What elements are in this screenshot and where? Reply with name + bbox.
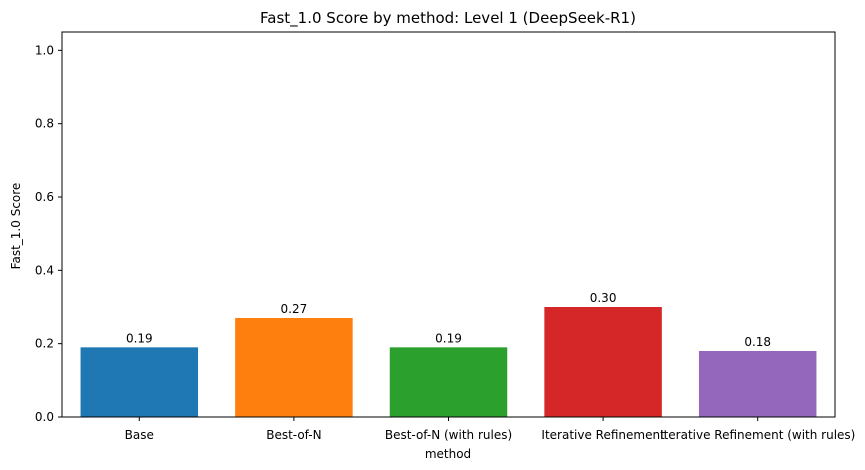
x-tick-label: Iterative Refinement (with rules) (660, 428, 855, 442)
y-tick-label: 1.0 (35, 43, 54, 57)
y-tick-label: 0.8 (35, 117, 54, 131)
bar (544, 307, 662, 417)
y-tick-label: 0.6 (35, 190, 54, 204)
data-label: 0.30 (590, 291, 617, 305)
y-tick-label: 0.2 (35, 337, 54, 351)
x-tick-label: Base (125, 428, 154, 442)
bar (235, 318, 353, 417)
y-axis-label: Fast_1.0 Score (9, 183, 23, 270)
x-tick-label: Best-of-N (with rules) (385, 428, 512, 442)
chart-title: Fast_1.0 Score by method: Level 1 (DeepS… (260, 9, 636, 28)
plot-area: 0.19 Base 0.27 Best-of-N 0.19 Best-of-N (with… (35, 31, 855, 442)
y-tick-label: 0.0 (35, 410, 54, 424)
data-label: 0.18 (744, 335, 771, 349)
bar (698, 351, 817, 417)
x-tick-label: Best-of-N (266, 428, 321, 442)
data-label: 0.27 (281, 302, 308, 316)
x-axis-label: method (425, 447, 471, 461)
bar (80, 347, 199, 417)
data-label: 0.19 (435, 331, 462, 345)
data-label: 0.19 (126, 331, 153, 345)
bar (389, 347, 508, 417)
y-tick-label: 0.4 (35, 263, 54, 277)
x-tick-label: Iterative Refinement (541, 428, 665, 442)
plot-frame (61, 31, 836, 418)
